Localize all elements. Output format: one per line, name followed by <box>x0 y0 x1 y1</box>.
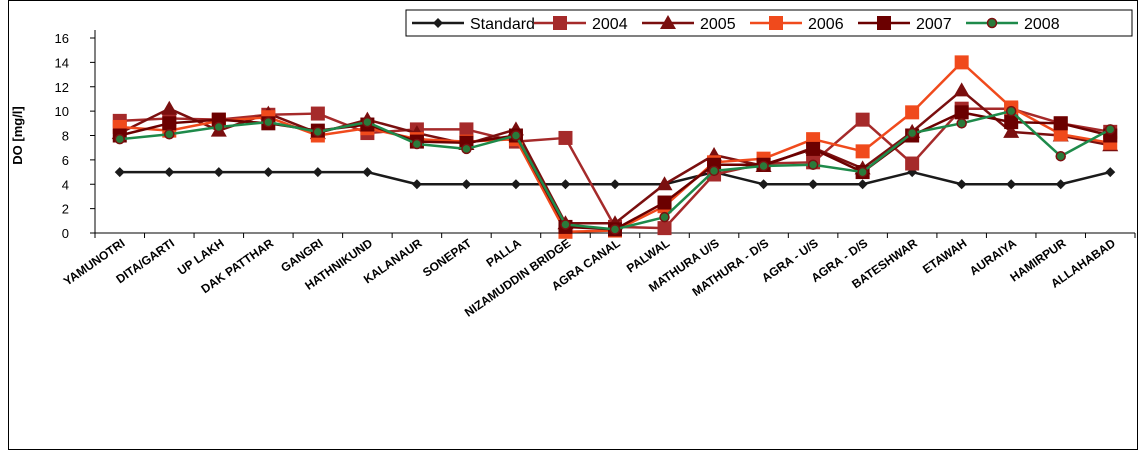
data-point <box>609 224 621 235</box>
data-point <box>1053 116 1068 131</box>
data-point <box>362 116 373 128</box>
legend-label: Standard <box>470 16 535 33</box>
legend-label: 2006 <box>808 16 844 33</box>
data-point <box>808 179 819 190</box>
legend-marker <box>769 16 783 30</box>
legend-marker <box>660 15 676 29</box>
data-point <box>411 138 423 150</box>
data-point <box>1053 127 1068 142</box>
data-point <box>806 141 821 156</box>
data-point <box>162 116 177 131</box>
legend-label: 2004 <box>592 16 628 33</box>
x-category-label: ETAWAH <box>920 236 969 276</box>
data-point <box>114 133 126 145</box>
data-point <box>905 105 920 120</box>
y-tick-label: 6 <box>62 153 69 168</box>
data-point <box>657 221 672 236</box>
data-point <box>1006 179 1017 190</box>
data-point <box>953 82 970 97</box>
data-point <box>906 127 918 139</box>
data-point <box>312 167 323 178</box>
legend-marker <box>877 16 891 30</box>
data-point <box>362 167 373 178</box>
data-point <box>560 219 571 230</box>
data-point <box>855 144 870 159</box>
y-tick-label: 10 <box>55 104 69 119</box>
data-point <box>656 176 673 191</box>
data-point <box>659 211 670 223</box>
data-point <box>708 165 720 177</box>
data-point <box>758 179 769 190</box>
plot-area <box>111 55 1119 239</box>
data-point <box>459 122 474 137</box>
x-category-label: PALLA <box>484 236 524 270</box>
x-category-label: SONEPAT <box>420 236 475 280</box>
data-point <box>510 179 521 190</box>
legend-marker <box>433 18 443 28</box>
data-point <box>1055 179 1066 190</box>
series-2008 <box>114 105 1116 235</box>
data-point <box>1104 124 1116 135</box>
data-point <box>461 179 472 190</box>
y-tick-label: 2 <box>62 202 69 217</box>
data-point <box>213 167 224 178</box>
data-point <box>855 112 870 127</box>
series-Standard <box>114 167 1116 190</box>
data-point <box>954 105 969 120</box>
data-point <box>954 55 969 70</box>
data-point <box>905 156 920 171</box>
data-point <box>1105 167 1116 178</box>
series-2006 <box>112 55 1118 239</box>
data-point <box>956 179 967 190</box>
data-point <box>857 179 868 190</box>
data-point <box>1055 150 1066 162</box>
y-tick-label: 14 <box>55 55 69 70</box>
legend: Standard 2004 2005 2006 2007 2008 <box>405 9 1133 37</box>
data-point <box>114 167 125 178</box>
legend-label: 2008 <box>1024 16 1060 33</box>
y-tick-label: 16 <box>55 31 69 46</box>
legend-marker <box>986 17 998 29</box>
data-point <box>657 195 672 210</box>
y-axis-title: DO [mg/l] <box>10 106 25 165</box>
data-point <box>164 129 175 140</box>
data-point <box>310 106 325 121</box>
axes: 0 2 4 6 8 10 12 14 16 <box>55 30 1136 241</box>
data-point <box>560 179 571 190</box>
data-point <box>807 159 819 170</box>
data-point <box>411 179 422 190</box>
data-point <box>164 167 175 178</box>
y-tick-label: 4 <box>62 177 69 192</box>
data-point <box>263 167 274 178</box>
data-point <box>312 126 324 138</box>
data-point <box>857 166 868 178</box>
data-point <box>161 100 178 115</box>
data-point <box>758 160 769 172</box>
data-point <box>263 116 274 128</box>
data-point <box>1003 123 1020 138</box>
y-tick-label: 12 <box>55 80 69 95</box>
legend-label: 2007 <box>916 16 952 33</box>
data-point <box>510 130 522 141</box>
data-point <box>610 179 620 190</box>
data-point <box>558 130 573 145</box>
data-point <box>461 143 472 155</box>
data-point <box>1005 105 1017 117</box>
data-point <box>956 118 967 129</box>
data-point <box>1004 115 1019 130</box>
y-tick-label: 8 <box>62 129 69 144</box>
data-point <box>213 121 225 133</box>
y-tick-label: 0 <box>62 226 69 241</box>
legend-label: 2005 <box>700 16 736 33</box>
legend-marker <box>553 16 567 30</box>
